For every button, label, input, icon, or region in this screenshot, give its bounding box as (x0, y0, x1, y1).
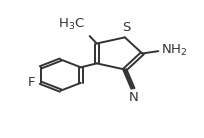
Text: N: N (129, 91, 139, 104)
Text: NH$_2$: NH$_2$ (161, 43, 188, 58)
Text: H$_3$C: H$_3$C (58, 17, 85, 32)
Text: S: S (122, 21, 130, 34)
Text: F: F (28, 76, 36, 89)
